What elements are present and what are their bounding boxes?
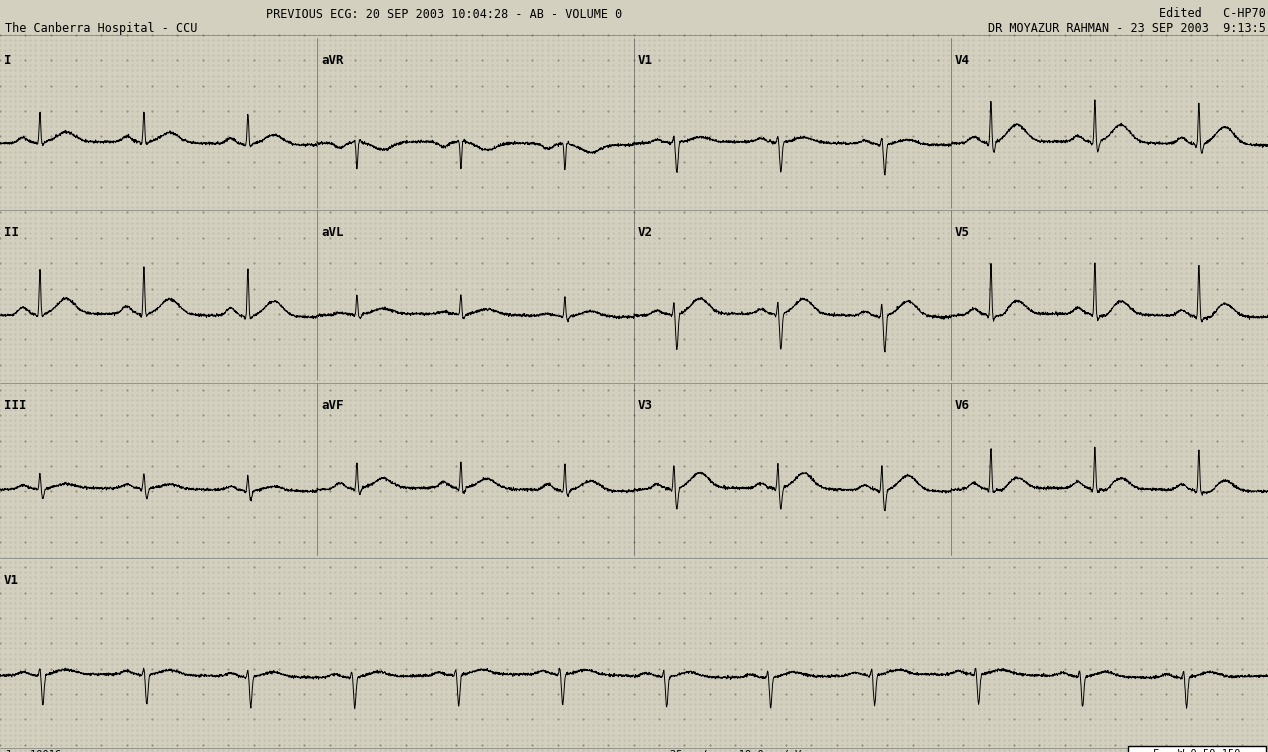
Text: V1: V1 (638, 54, 653, 67)
Text: V1: V1 (4, 574, 19, 587)
Text: aVR: aVR (321, 54, 344, 67)
Text: V4: V4 (955, 54, 970, 67)
Text: III: III (4, 399, 27, 412)
Text: aVF: aVF (321, 399, 344, 412)
Text: The Canberra Hospital - CCU: The Canberra Hospital - CCU (5, 22, 198, 35)
Text: V5: V5 (955, 226, 970, 239)
Text: II: II (4, 226, 19, 239)
Text: Edited   C-HP70: Edited C-HP70 (1159, 7, 1265, 20)
Text: Jan 10016: Jan 10016 (5, 750, 61, 752)
Text: aVL: aVL (321, 226, 344, 239)
Bar (1129, 746, 1265, 752)
Text: 25 mm/sec  10.0 mm/mV: 25 mm/sec 10.0 mm/mV (670, 750, 801, 752)
Text: F = W 0.50-150: F = W 0.50-150 (1154, 749, 1241, 752)
Text: V3: V3 (638, 399, 653, 412)
Text: PREVIOUS ECG: 20 SEP 2003 10:04:28 - AB - VOLUME 0: PREVIOUS ECG: 20 SEP 2003 10:04:28 - AB … (266, 8, 621, 21)
Text: I: I (4, 54, 11, 67)
Text: V2: V2 (638, 226, 653, 239)
Text: DR MOYAZUR RAHMAN - 23 SEP 2003  9:13:5: DR MOYAZUR RAHMAN - 23 SEP 2003 9:13:5 (988, 22, 1265, 35)
Text: V6: V6 (955, 399, 970, 412)
